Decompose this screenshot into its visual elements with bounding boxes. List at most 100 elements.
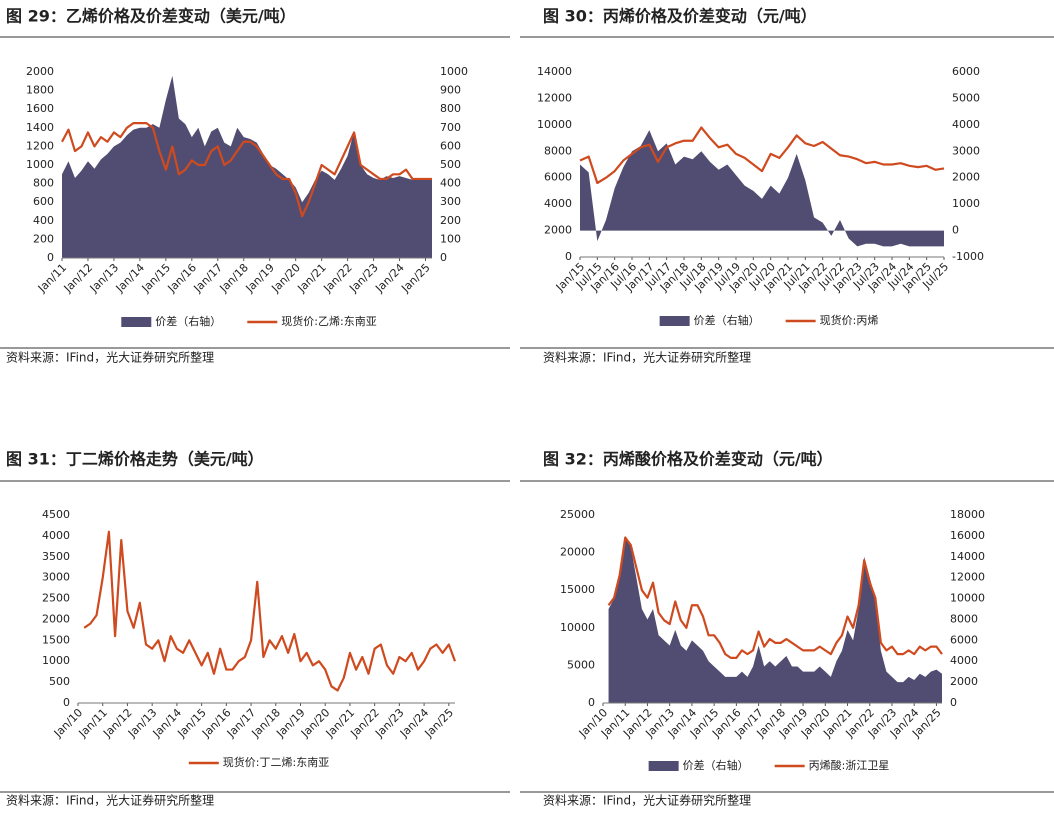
y2-tick-label: 900 — [440, 84, 461, 97]
y-tick-label: 2000 — [26, 65, 54, 78]
y2-tick-label: 800 — [440, 102, 461, 115]
legend-label: 价差（右轴） — [694, 313, 760, 327]
x-tick-label: Jan/18 — [217, 261, 251, 295]
y-tick-label: 200 — [33, 232, 54, 245]
y2-tick-label: 0 — [950, 696, 957, 709]
y-tick-label: 15000 — [560, 583, 595, 596]
y-tick-label: 2000 — [544, 224, 572, 237]
y2-tick-label: 6000 — [952, 65, 980, 78]
y2-tick-label: 600 — [440, 139, 461, 152]
x-tick-label: Jan/11 — [35, 261, 69, 295]
source: 资料来源：IFind，光大证券研究所整理 — [543, 793, 751, 808]
y2-tick-label: 4000 — [950, 654, 978, 667]
y-tick-label: 3500 — [42, 550, 70, 563]
area — [580, 130, 944, 247]
y-tick-label: 0 — [588, 696, 595, 709]
y-tick-label: 5000 — [567, 658, 595, 671]
x-tick-label: Jan/14 — [113, 261, 147, 295]
legend-swatch — [648, 761, 679, 771]
y-tick-label: 4500 — [42, 508, 70, 521]
y-tick-label: 500 — [49, 675, 70, 688]
y-tick-label: 0 — [47, 251, 54, 264]
y2-tick-label: 2000 — [952, 171, 980, 184]
legend-label: 现货价:乙烯:东南亚 — [281, 314, 376, 328]
y2-tick-label: 1000 — [440, 65, 468, 78]
line — [83, 530, 457, 692]
y2-tick-label: 16000 — [950, 529, 985, 542]
y-tick-label: 1200 — [26, 139, 54, 152]
y-tick-label: 1000 — [26, 158, 54, 171]
x-tick-label: Jan/16 — [165, 261, 199, 295]
y2-tick-label: 2000 — [950, 675, 978, 688]
y2-tick-label: 5000 — [952, 91, 980, 104]
y2-tick-label: 200 — [440, 214, 461, 227]
x-tick-label: Jan/13 — [87, 261, 121, 295]
line — [579, 126, 945, 185]
y2-tick-label: -1000 — [952, 250, 984, 263]
y2-tick-label: 14000 — [950, 550, 985, 563]
x-tick-label: Jan/25 — [398, 261, 432, 295]
legend-swatch — [121, 317, 152, 327]
y-tick-label: 14000 — [537, 65, 572, 78]
source: 资料来源：IFind，光大证券研究所整理 — [543, 350, 751, 365]
y-tick-label: 1400 — [26, 121, 54, 134]
x-tick-label: Jan/22 — [320, 261, 354, 295]
y2-tick-label: 3000 — [952, 144, 980, 157]
y-tick-label: 0 — [63, 696, 70, 709]
y-tick-label: 25000 — [560, 508, 595, 521]
y-tick-label: 0 — [565, 250, 572, 263]
y-tick-label: 4000 — [544, 197, 572, 210]
y-tick-label: 1500 — [42, 633, 70, 646]
chart-title: 图 31：丁二烯价格走势（美元/吨） — [6, 450, 264, 469]
legend-swatch — [659, 316, 690, 326]
x-tick-label: Jan/12 — [61, 261, 95, 295]
y-tick-label: 6000 — [544, 171, 572, 184]
y2-tick-label: 700 — [440, 121, 461, 134]
x-tick-label: Jan/24 — [372, 261, 406, 295]
y2-tick-label: 10000 — [950, 592, 985, 605]
y-tick-label: 3000 — [42, 571, 70, 584]
y-tick-label: 4000 — [42, 529, 70, 542]
legend-label: 价差（右轴） — [155, 314, 221, 328]
x-tick-label: Jan/15 — [139, 261, 173, 295]
y2-tick-label: 6000 — [950, 633, 978, 646]
chart-title: 图 29：乙烯价格及价差变动（美元/吨） — [6, 7, 296, 26]
x-tick-label: Jan/17 — [191, 261, 225, 295]
y2-tick-label: 12000 — [950, 571, 985, 584]
line — [607, 536, 943, 659]
y-tick-label: 600 — [33, 195, 54, 208]
legend-label: 价差（右轴） — [683, 758, 749, 772]
y-tick-label: 12000 — [537, 91, 572, 104]
source: 资料来源：IFind，光大证券研究所整理 — [6, 350, 214, 365]
source: 资料来源：IFind，光大证券研究所整理 — [6, 793, 214, 808]
y-tick-label: 10000 — [560, 621, 595, 634]
legend-label: 丙烯酸:浙江卫星 — [809, 758, 890, 772]
x-tick-label: Jan/23 — [346, 261, 380, 295]
chart-title: 图 30：丙烯价格及价差变动（元/吨） — [543, 7, 817, 26]
y2-tick-label: 18000 — [950, 508, 985, 521]
x-tick-label: Jan/21 — [294, 261, 328, 295]
legend-label: 现货价:丙烯 — [820, 313, 879, 327]
y-tick-label: 2000 — [42, 612, 70, 625]
line — [61, 122, 432, 218]
y-tick-label: 10000 — [537, 118, 572, 131]
y2-tick-label: 4000 — [952, 118, 980, 131]
legend-label: 现货价:丁二烯:东南亚 — [223, 755, 329, 769]
y2-tick-label: 0 — [952, 224, 959, 237]
y2-tick-label: 1000 — [952, 197, 980, 210]
y2-tick-label: 400 — [440, 177, 461, 190]
y2-tick-label: 0 — [440, 251, 447, 264]
y2-tick-label: 100 — [440, 232, 461, 245]
y2-tick-label: 500 — [440, 158, 461, 171]
y-tick-label: 1600 — [26, 102, 54, 115]
x-tick-label: Jan/20 — [269, 261, 303, 295]
y-tick-label: 400 — [33, 214, 54, 227]
y-tick-label: 2500 — [42, 592, 70, 605]
area — [62, 75, 432, 258]
y-tick-label: 8000 — [544, 144, 572, 157]
area — [608, 535, 942, 703]
y-tick-label: 20000 — [560, 546, 595, 559]
y-tick-label: 1800 — [26, 84, 54, 97]
y2-tick-label: 300 — [440, 195, 461, 208]
